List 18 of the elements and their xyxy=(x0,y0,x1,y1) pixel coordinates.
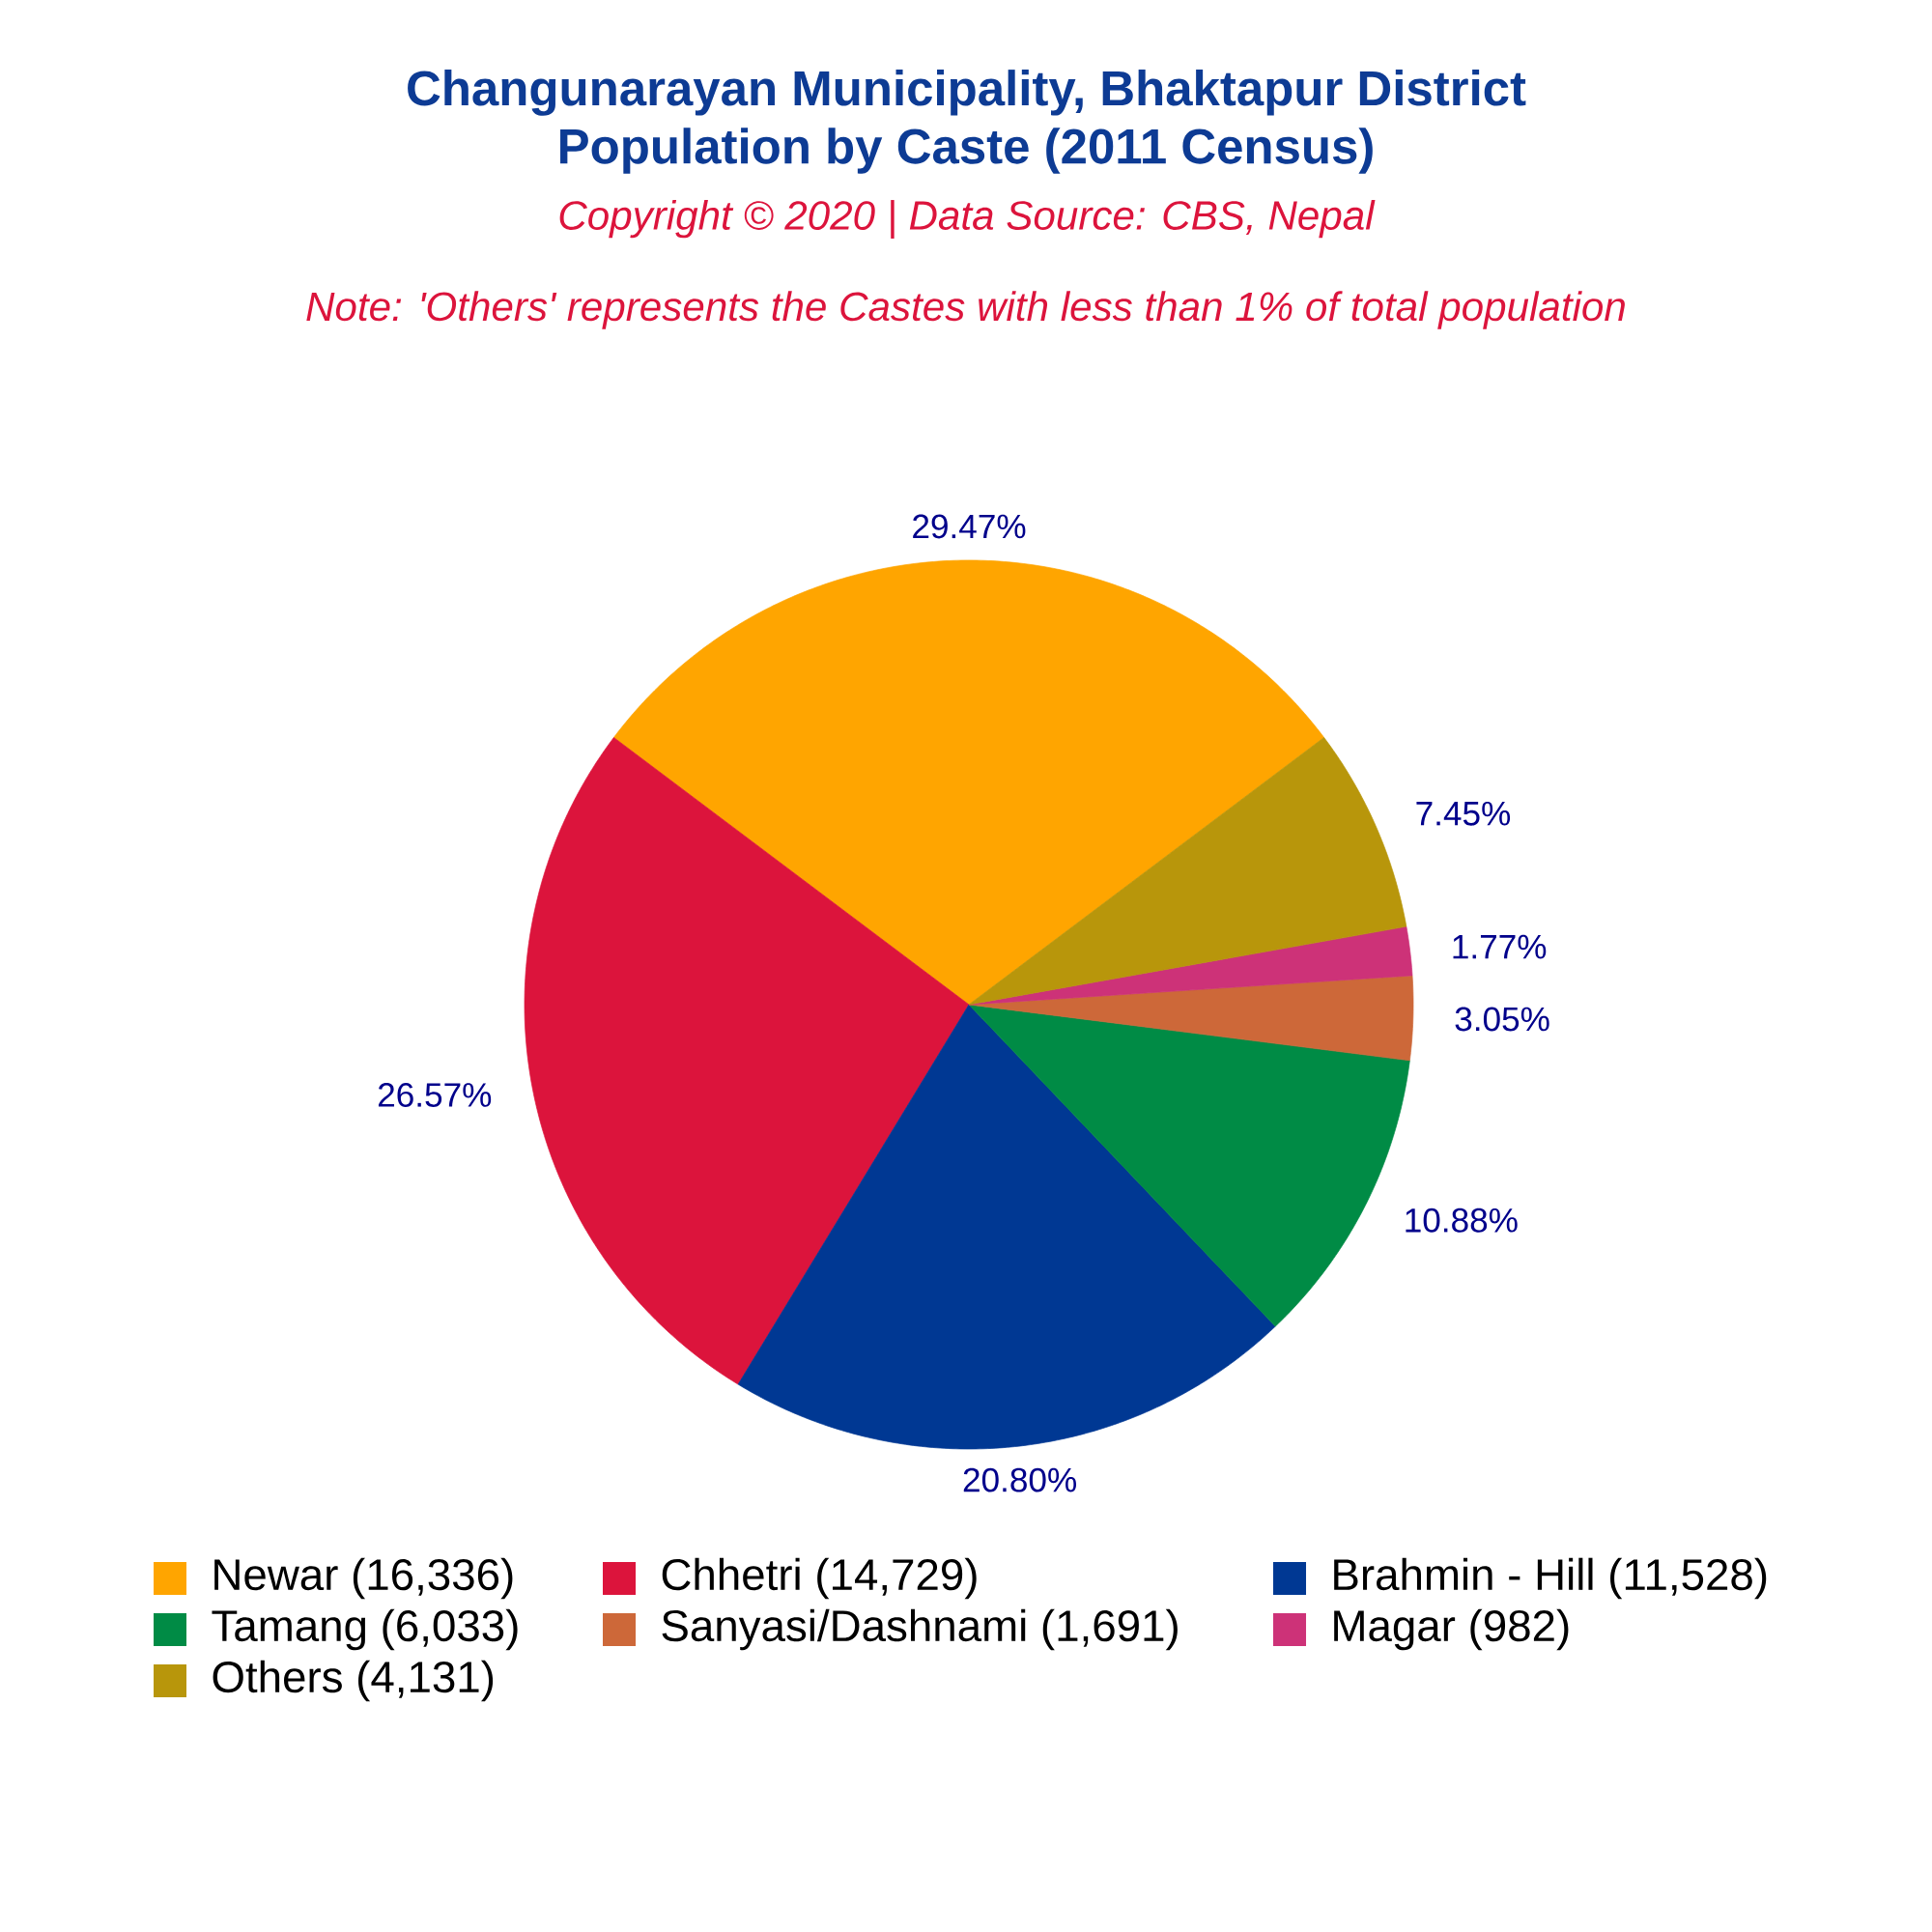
chart-title: Changunarayan Municipality, Bhaktapur District xyxy=(408,70,1526,116)
data-label: 20.80% xyxy=(963,1467,1076,1492)
data-label: 7.45% xyxy=(1416,801,1511,826)
data-label: 26.57% xyxy=(378,1083,492,1107)
legend-label: Tamang (6,033) xyxy=(212,1608,518,1651)
legend-label: Sanyasi/Dashnami (1,691) xyxy=(662,1608,1178,1651)
legend-label: Brahmin - Hill (11,528) xyxy=(1334,1557,1767,1600)
legend-label: Magar (982) xyxy=(1334,1608,1569,1651)
data-label: 1.77% xyxy=(1453,934,1547,959)
chart-subtitle: Population by Caste (2011 Census) xyxy=(560,128,1373,174)
legend-label: Newar (16,336) xyxy=(214,1557,513,1600)
legend-label: Chhetri (14,729) xyxy=(662,1557,977,1600)
text: Note: 'Others' represents the Castes with less than 1% of total population xyxy=(306,291,1625,329)
data-label: 10.88% xyxy=(1406,1208,1518,1233)
data-label: 3.05% xyxy=(1455,1007,1549,1032)
data-label: 29.47% xyxy=(913,514,1026,539)
legend-label: Others (4,131) xyxy=(213,1660,494,1702)
text: Copyright © 2020 | Data Source: CBS, Nepal xyxy=(559,200,1376,239)
